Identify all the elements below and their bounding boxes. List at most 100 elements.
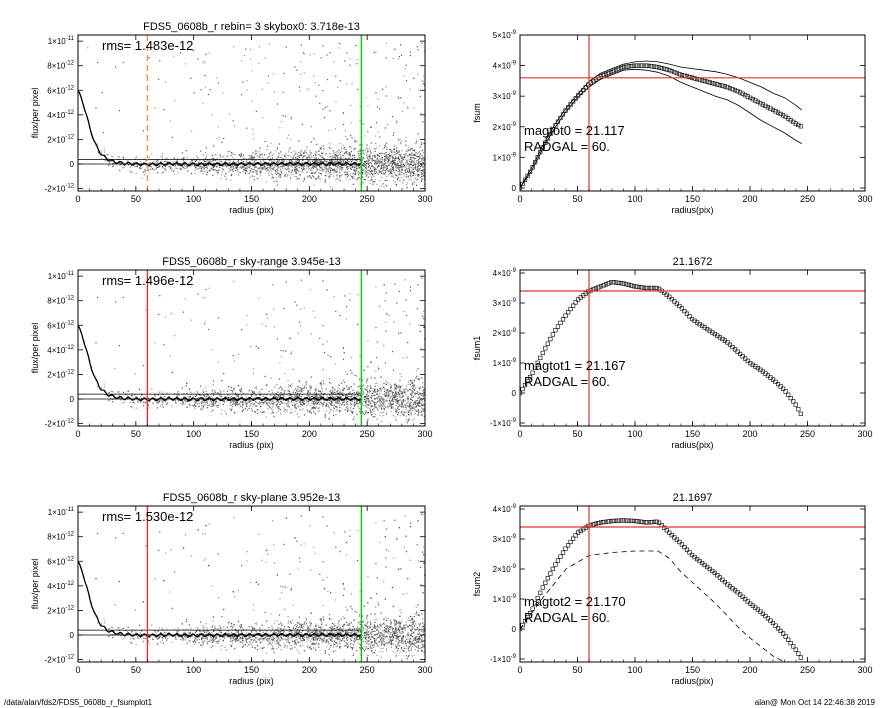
pixel-point	[305, 387, 307, 389]
pixel-point	[271, 157, 274, 159]
pixel-point	[138, 167, 141, 169]
pixel-point	[259, 172, 261, 174]
pixel-point	[338, 410, 341, 412]
pixel-point	[371, 409, 374, 411]
pixel-point	[230, 166, 232, 169]
pixel-point	[373, 408, 375, 410]
pixel-point	[384, 180, 386, 182]
pixel-point	[165, 170, 167, 172]
pixel-point	[398, 396, 401, 398]
pixel-point	[243, 54, 246, 57]
pixel-point	[384, 401, 386, 403]
pixel-point	[415, 401, 417, 404]
pixel-point	[253, 165, 256, 167]
pixel-point	[412, 161, 415, 163]
pixel-point	[261, 167, 263, 169]
pixel-point	[333, 168, 335, 170]
fsum-point	[753, 98, 758, 103]
pixel-point	[309, 154, 311, 156]
pixel-point	[249, 160, 251, 162]
pixel-point	[400, 165, 402, 167]
pixel-point	[400, 154, 402, 156]
pixel-point	[283, 175, 285, 177]
pixel-point	[411, 171, 413, 173]
pixel-point	[233, 164, 235, 166]
pixel-point	[339, 79, 341, 82]
pixel-point	[161, 391, 163, 393]
pixel-point	[341, 150, 343, 152]
pixel-point	[295, 151, 297, 153]
pixel-point	[185, 399, 187, 401]
pixel-point	[203, 167, 205, 169]
pixel-point	[288, 149, 290, 151]
pixel-point	[287, 155, 289, 157]
pixel-point	[367, 131, 369, 133]
pixel-point	[276, 338, 278, 340]
pixel-point	[373, 181, 375, 183]
pixel-point	[397, 177, 400, 179]
pixel-point	[345, 305, 348, 308]
pixel-point	[390, 165, 392, 167]
pixel-point	[374, 389, 376, 392]
pixel-point	[327, 406, 330, 408]
pixel-point	[275, 169, 277, 171]
pixel-point	[287, 379, 289, 382]
pixel-point	[179, 162, 182, 164]
pixel-point	[278, 408, 280, 410]
pixel-point	[368, 389, 371, 391]
pixel-point	[349, 58, 351, 60]
pixel-point	[182, 159, 184, 161]
pixel-point	[337, 157, 339, 159]
pixel-point	[217, 126, 220, 128]
pixel-point	[336, 155, 338, 158]
panel-profile0: rms= 1.483e-120 50 100 150 200 250 300-2×10-12…	[30, 21, 433, 215]
pixel-point	[260, 406, 262, 408]
pixel-point	[354, 141, 356, 143]
pixel-point	[409, 404, 411, 406]
pixel-point	[391, 393, 394, 395]
pixel-point	[284, 155, 286, 158]
pixel-point	[245, 170, 247, 172]
pixel-point	[381, 158, 383, 160]
pixel-point	[260, 402, 262, 404]
pixel-point	[251, 70, 253, 72]
pixel-point	[299, 389, 301, 392]
pixel-point	[378, 171, 380, 173]
pixel-point	[311, 172, 313, 174]
pixel-point	[343, 381, 345, 383]
pixel-point	[338, 165, 341, 168]
pixel-point	[252, 368, 255, 370]
pixel-point	[405, 150, 407, 153]
pixel-point	[321, 390, 324, 392]
pixel-point	[416, 375, 418, 377]
y-axis-label: fsum	[472, 103, 482, 123]
pixel-point	[367, 407, 369, 409]
pixel-point	[385, 145, 387, 147]
pixel-point	[413, 166, 415, 169]
pixel-point	[377, 158, 379, 161]
pixel-point	[328, 407, 330, 409]
pixel-point	[403, 173, 405, 175]
pixel-point	[267, 168, 269, 170]
pixel-point	[389, 171, 392, 174]
pixel-point	[327, 171, 330, 173]
pixel-point	[357, 406, 359, 408]
pixel-point	[195, 159, 198, 161]
pixel-point	[400, 163, 402, 165]
pixel-point	[334, 161, 336, 164]
pixel-point	[399, 399, 401, 401]
pixel-point	[286, 393, 288, 396]
pixel-point	[325, 171, 327, 173]
pixel-point	[413, 395, 415, 397]
pixel-point	[421, 157, 423, 160]
pixel-point	[255, 153, 257, 155]
pixel-point	[209, 170, 211, 172]
pixel-point	[220, 160, 223, 163]
pixel-point	[160, 161, 162, 163]
pixel-point	[385, 184, 387, 187]
pixel-point	[413, 406, 415, 408]
pixel-point	[309, 162, 312, 164]
pixel-point	[388, 163, 390, 165]
pixel-point	[306, 402, 308, 404]
pixel-point	[359, 161, 361, 163]
